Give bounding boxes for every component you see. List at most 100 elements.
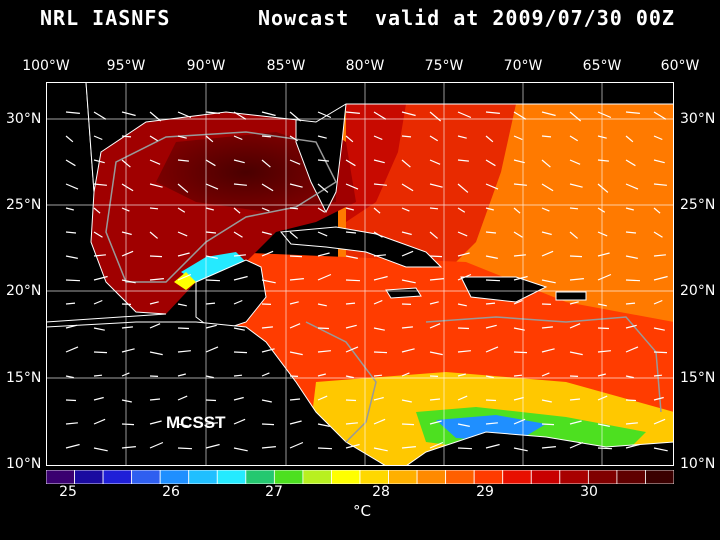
lon-label: 60°W (660, 58, 700, 74)
current-vector (345, 159, 356, 167)
central-america (46, 321, 387, 466)
current-vector (485, 422, 498, 425)
current-vector (541, 250, 554, 257)
current-vector (569, 420, 582, 425)
current-vector (233, 418, 246, 425)
current-vector (345, 279, 361, 282)
current-vector (317, 327, 330, 330)
current-vector (177, 273, 192, 281)
current-vector (177, 135, 187, 139)
current-vector (653, 418, 666, 425)
current-vector (401, 183, 414, 192)
current-vector (569, 111, 582, 122)
current-vector (485, 135, 494, 143)
current-vector (597, 395, 608, 401)
current-vector (317, 183, 329, 193)
current-vector (149, 183, 163, 188)
current-vector (93, 254, 106, 257)
colorbar-swatch (245, 470, 275, 484)
colorbar-swatch (530, 470, 561, 484)
current-vector (93, 299, 103, 305)
colorbar-swatch (587, 470, 618, 484)
current-vector (317, 303, 327, 307)
current-vector (429, 398, 441, 401)
lon-label: 85°W (266, 58, 306, 74)
current-vector (233, 111, 247, 120)
current-vector (65, 346, 79, 353)
current-vector (373, 351, 388, 354)
lat-lon-grid (46, 82, 674, 466)
current-vector (513, 327, 525, 331)
current-vector (429, 301, 439, 305)
current-vector (401, 423, 415, 426)
current-vector (205, 399, 217, 402)
current-vector (485, 207, 494, 211)
current-vector (233, 351, 248, 354)
current-vector (93, 351, 108, 354)
current-vector (205, 207, 214, 211)
current-vector (457, 273, 472, 281)
current-vector (373, 183, 387, 186)
current-vector (541, 399, 552, 403)
current-vector (513, 418, 526, 425)
current-vector (569, 255, 583, 258)
current-vector (121, 159, 131, 168)
current-vector (373, 275, 388, 281)
current-vector (429, 207, 439, 210)
current-vector (457, 231, 468, 237)
current-vector (233, 135, 243, 141)
current-vector (429, 111, 442, 122)
current-vector (65, 399, 77, 402)
mcsst-label: MCSST (166, 413, 226, 432)
title-valid-time: valid at 2009/07/30 00Z (375, 6, 675, 30)
current-vector (625, 375, 634, 379)
current-vector (401, 279, 416, 284)
current-vector (121, 279, 136, 284)
current-vector (401, 446, 416, 449)
current-vector (261, 399, 272, 403)
gulf-dark-core (156, 132, 336, 212)
current-vector (485, 375, 494, 379)
current-vector (149, 398, 161, 401)
current-vector (373, 111, 387, 120)
current-vector (261, 250, 274, 257)
current-vector (653, 327, 665, 331)
current-vector (513, 231, 523, 238)
current-vector (373, 207, 381, 214)
lat-label: 25°N (6, 197, 42, 213)
current-vector (121, 231, 132, 236)
current-vector (541, 183, 554, 192)
current-vector (373, 135, 383, 141)
current-vector (485, 159, 496, 167)
current-vector (597, 373, 606, 377)
current-vector (261, 159, 271, 168)
map-frame (46, 82, 674, 466)
current-vector (149, 111, 162, 122)
current-vector (485, 255, 498, 259)
current-vector (653, 135, 663, 141)
colorbar-swatch (216, 470, 247, 484)
colorbar-swatch (131, 470, 161, 484)
current-vector (401, 207, 410, 212)
current-vector (401, 348, 415, 353)
current-vector (513, 447, 528, 452)
gulfstream-band (346, 104, 406, 222)
current-vector (261, 279, 276, 284)
colorbar-tick: 26 (162, 484, 180, 500)
current-vector (205, 111, 220, 114)
current-vector (429, 441, 444, 449)
current-vector (541, 111, 556, 117)
current-vector (513, 207, 521, 214)
current-vector (429, 183, 443, 188)
sst-map[interactable]: MCSST (46, 82, 674, 466)
south-america (405, 431, 674, 466)
current-vector (205, 375, 214, 379)
current-vector (289, 231, 298, 239)
current-vector (625, 443, 640, 449)
current-vector (289, 441, 304, 449)
current-vector (149, 278, 164, 281)
current-vector (597, 231, 608, 237)
current-vector (233, 396, 244, 401)
lon-label: 100°W (22, 58, 70, 74)
current-vector (541, 207, 550, 212)
